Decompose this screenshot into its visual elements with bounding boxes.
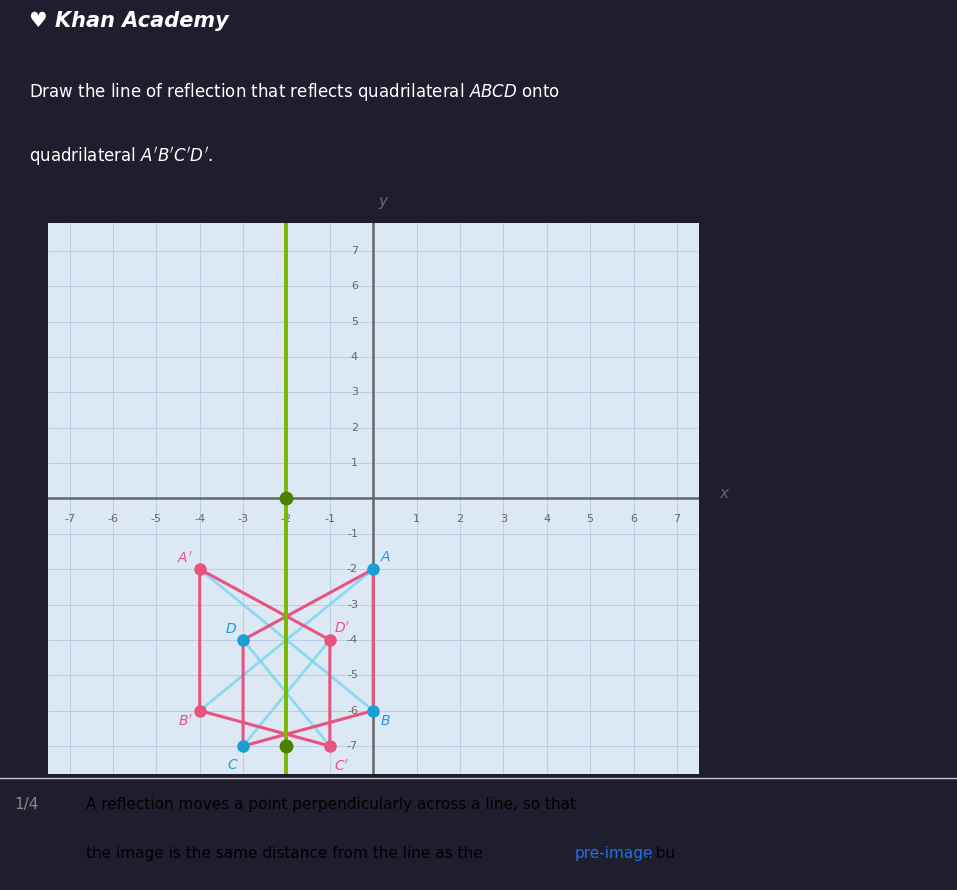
Text: 2: 2: [351, 423, 358, 433]
Text: 1: 1: [351, 458, 358, 468]
Text: $x$: $x$: [719, 486, 730, 500]
Text: -1: -1: [347, 529, 358, 538]
Text: 7: 7: [351, 246, 358, 255]
Text: 6: 6: [351, 281, 358, 291]
Text: -1: -1: [324, 514, 335, 524]
Text: 1/4: 1/4: [14, 797, 38, 813]
Text: 1: 1: [413, 514, 420, 524]
Text: -2: -2: [281, 514, 292, 524]
Text: -7: -7: [347, 741, 358, 751]
Text: -3: -3: [237, 514, 249, 524]
Text: ♥ Khan Academy: ♥ Khan Academy: [29, 11, 229, 30]
Text: A reflection moves a point perpendicularly across a line, so that: A reflection moves a point perpendicular…: [86, 797, 576, 813]
Text: 6: 6: [630, 514, 637, 524]
Text: $B$: $B$: [380, 714, 390, 728]
Text: -4: -4: [194, 514, 205, 524]
Text: Draw the line of reflection that reflects quadrilateral $ABCD$ onto: Draw the line of reflection that reflect…: [29, 81, 560, 103]
Text: -3: -3: [347, 600, 358, 610]
Text: -5: -5: [151, 514, 162, 524]
Text: 7: 7: [674, 514, 680, 524]
Text: $A'$: $A'$: [177, 550, 193, 566]
Text: $C'$: $C'$: [334, 758, 349, 773]
Text: 5: 5: [587, 514, 593, 524]
Text: 5: 5: [351, 317, 358, 327]
Text: $B'$: $B'$: [178, 714, 193, 730]
Text: 4: 4: [351, 352, 358, 362]
Text: $D'$: $D'$: [334, 621, 350, 636]
Text: $A$: $A$: [380, 550, 391, 564]
Text: -6: -6: [107, 514, 119, 524]
Text: , bu: , bu: [646, 846, 675, 861]
Text: -4: -4: [347, 635, 358, 645]
Text: 3: 3: [500, 514, 507, 524]
Text: the image is the same distance from the line as the: the image is the same distance from the …: [86, 846, 488, 861]
Text: pre-image: pre-image: [574, 846, 653, 861]
Text: $y$: $y$: [378, 195, 389, 211]
Text: -2: -2: [347, 564, 358, 574]
Text: -7: -7: [64, 514, 75, 524]
Text: 4: 4: [544, 514, 550, 524]
Text: 2: 2: [456, 514, 463, 524]
Text: $D$: $D$: [225, 622, 236, 636]
Text: -6: -6: [347, 706, 358, 716]
Text: 3: 3: [351, 387, 358, 397]
Text: -5: -5: [347, 670, 358, 680]
Text: $C$: $C$: [227, 758, 238, 773]
Text: quadrilateral $A'B'C'D'$.: quadrilateral $A'B'C'D'$.: [29, 145, 213, 168]
